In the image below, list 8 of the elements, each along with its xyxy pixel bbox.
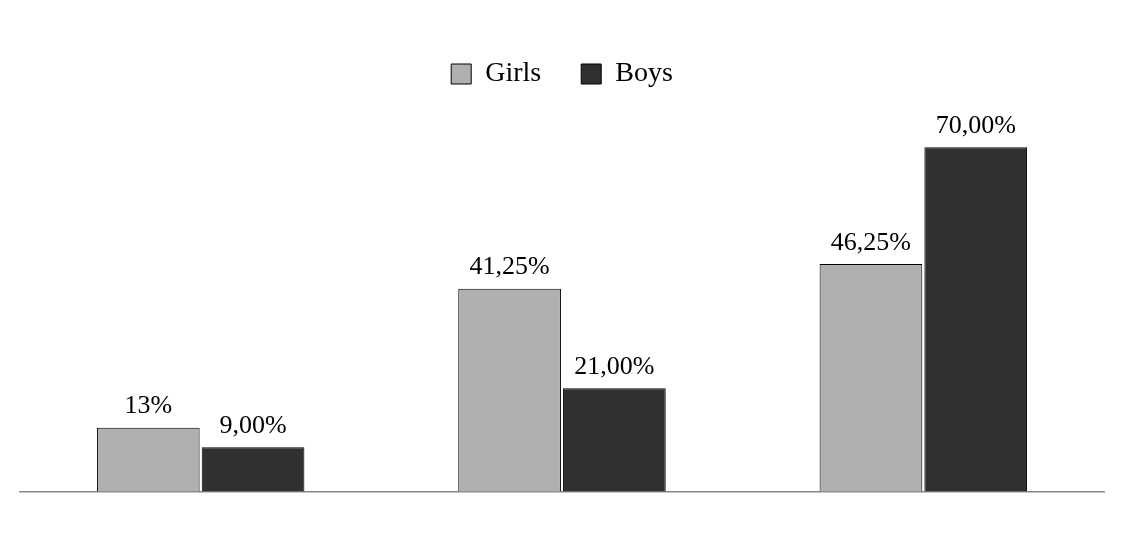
data-label: 70,00% — [935, 110, 1016, 140]
data-label: 21,00% — [574, 351, 655, 381]
data-label: 46,25% — [830, 226, 912, 256]
data-label: 9,00% — [219, 410, 287, 440]
legend-label: Girls — [485, 56, 542, 88]
data-label: 13% — [124, 390, 173, 420]
legend-label: Boys — [615, 56, 673, 88]
data-label: 41,25% — [469, 251, 550, 281]
